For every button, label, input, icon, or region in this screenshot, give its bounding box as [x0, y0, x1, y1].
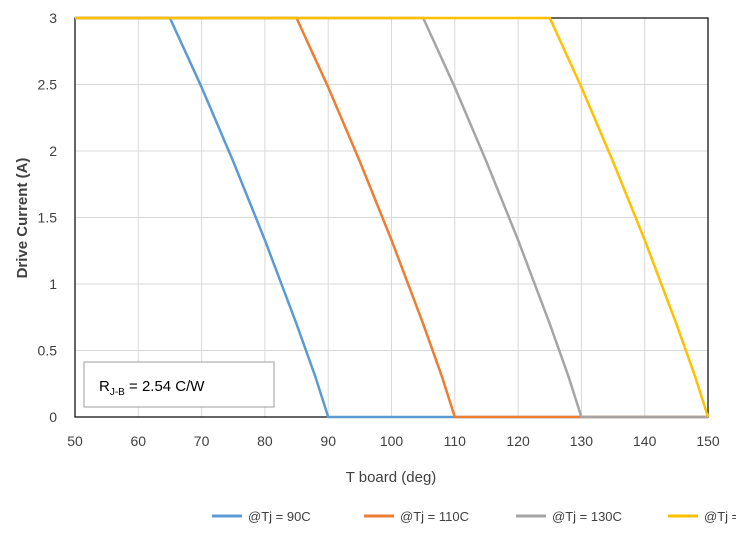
x-tick-labels: 50 60 70 80 90 100 110 120 130 140 150 — [67, 433, 720, 449]
x-tick-label: 110 — [444, 433, 467, 449]
y-tick-label: 2.5 — [38, 77, 58, 93]
legend-label: @Tj = 130C — [552, 509, 622, 524]
y-tick-label: 0 — [49, 409, 57, 425]
x-tick-label: 50 — [67, 433, 83, 449]
x-tick-label: 70 — [194, 433, 210, 449]
y-axis-title: Drive Current (A) — [14, 158, 31, 279]
series-lines — [75, 16, 710, 419]
series-line-1 — [75, 16, 708, 419]
y-tick-label: 3 — [49, 10, 57, 26]
legend-label: @Tj = 110C — [400, 509, 469, 524]
legend-item: @Tj = 90C — [212, 509, 311, 524]
series-line-2 — [75, 16, 708, 419]
x-tick-label: 80 — [257, 433, 273, 449]
x-tick-label: 90 — [320, 433, 336, 449]
y-tick-label: 2 — [49, 143, 57, 159]
x-tick-label: 150 — [696, 433, 720, 449]
legend-item: @Tj = 130C — [516, 509, 622, 524]
x-tick-label: 140 — [633, 433, 657, 449]
y-tick-label: 0.5 — [38, 343, 58, 359]
x-tick-label: 120 — [506, 433, 530, 449]
y-tick-label: 1.5 — [38, 210, 58, 226]
legend-item: @Tj = 150C — [668, 509, 736, 524]
legend-item: @Tj = 110C — [364, 509, 469, 524]
annotation-box: RJ-B = 2.54 C/W — [83, 361, 275, 408]
annotation-label: RJ-B = 2.54 C/W — [99, 378, 205, 398]
legend: @Tj = 90C @Tj = 110C @Tj = 130C @Tj = 150C — [212, 509, 736, 524]
x-tick-label: 60 — [131, 433, 147, 449]
legend-label: @Tj = 150C — [704, 509, 736, 524]
x-tick-label: 130 — [570, 433, 594, 449]
series-line-4 — [75, 16, 710, 418]
x-tick-label: 100 — [380, 433, 404, 449]
y-tick-label: 1 — [49, 276, 57, 292]
y-tick-labels: 0 0.5 1 1.5 2 2.5 3 — [38, 10, 58, 425]
x-axis-title: T board (deg) — [346, 469, 437, 486]
series-line-3 — [75, 16, 708, 419]
legend-label: @Tj = 90C — [248, 509, 311, 524]
